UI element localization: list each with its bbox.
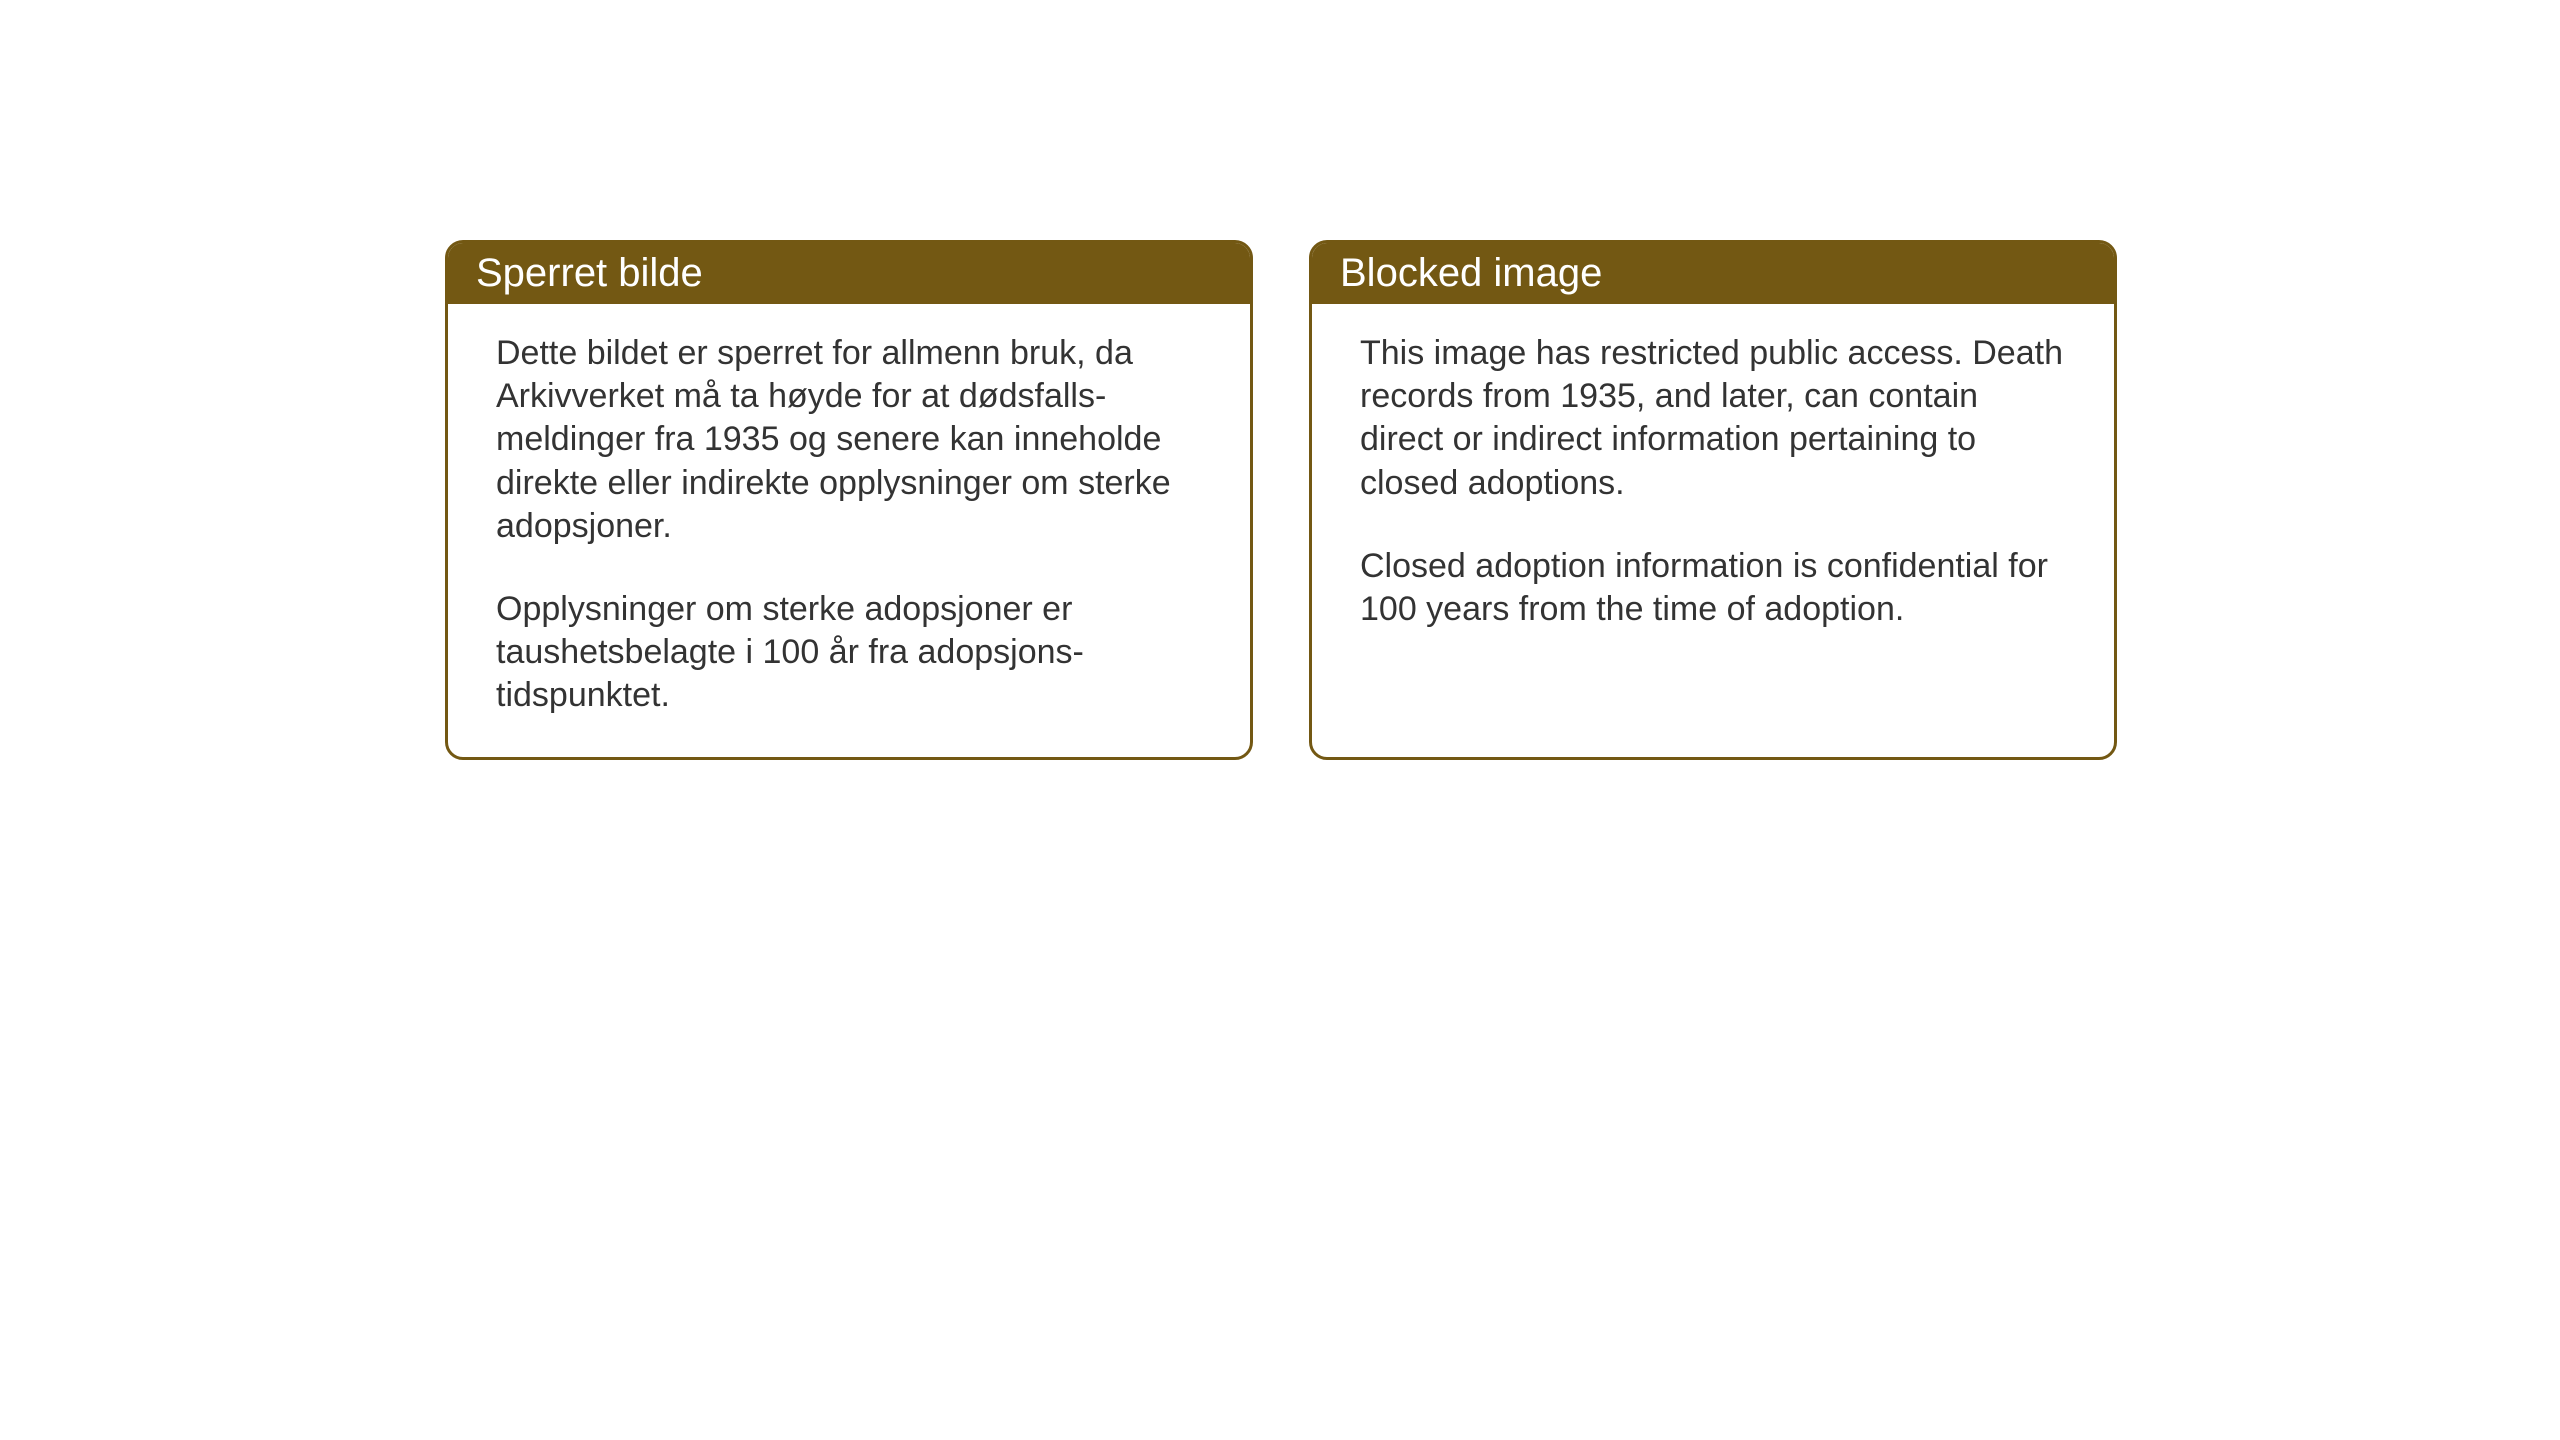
- english-card-body: This image has restricted public access.…: [1312, 304, 2114, 714]
- cards-container: Sperret bilde Dette bildet er sperret fo…: [445, 240, 2117, 760]
- norwegian-card: Sperret bilde Dette bildet er sperret fo…: [445, 240, 1253, 760]
- english-card-title: Blocked image: [1340, 251, 2086, 296]
- norwegian-card-title: Sperret bilde: [476, 251, 1222, 296]
- norwegian-paragraph-2: Opplysninger om sterke adopsjoner er tau…: [496, 588, 1202, 718]
- english-card: Blocked image This image has restricted …: [1309, 240, 2117, 760]
- english-paragraph-1: This image has restricted public access.…: [1360, 332, 2066, 505]
- norwegian-paragraph-1: Dette bildet er sperret for allmenn bruk…: [496, 332, 1202, 548]
- norwegian-card-body: Dette bildet er sperret for allmenn bruk…: [448, 304, 1250, 757]
- english-card-header: Blocked image: [1312, 243, 2114, 304]
- english-paragraph-2: Closed adoption information is confident…: [1360, 545, 2066, 631]
- norwegian-card-header: Sperret bilde: [448, 243, 1250, 304]
